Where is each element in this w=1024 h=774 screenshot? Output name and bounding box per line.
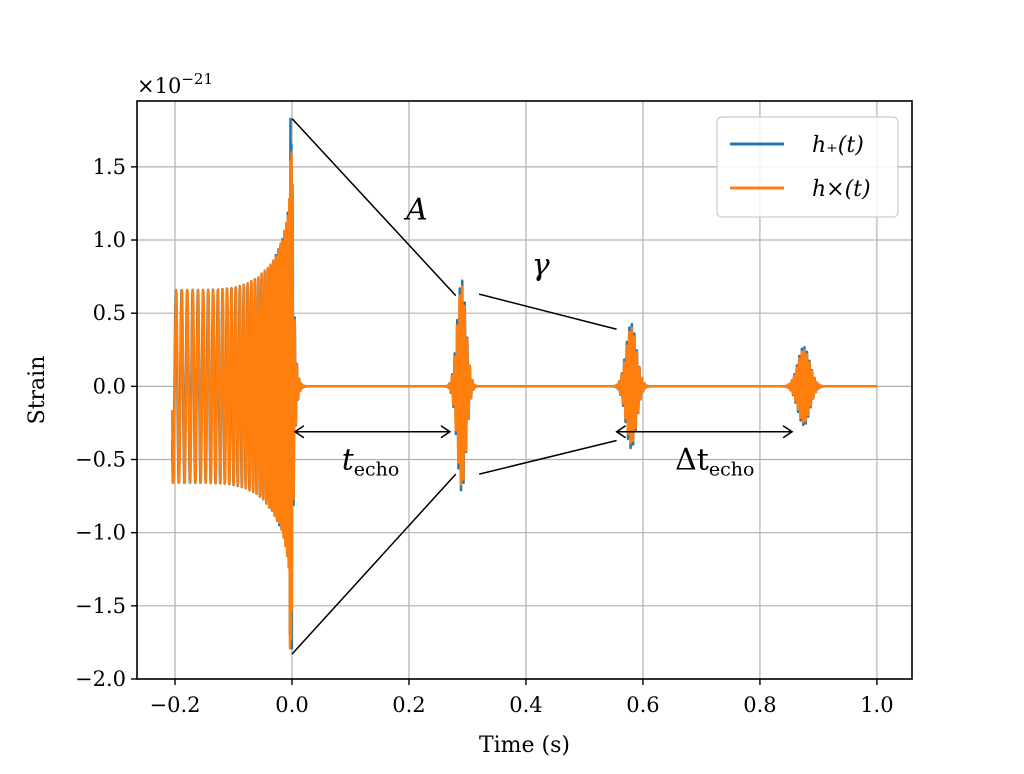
damping-annotation: γ — [532, 248, 550, 283]
x-tick-label: 0.2 — [392, 693, 425, 717]
y-tick-label: −2.0 — [75, 667, 126, 691]
envelope-line — [291, 473, 457, 655]
y-tick-label: −0.5 — [75, 448, 126, 472]
envelope-line — [478, 439, 617, 475]
legend-label-h-plus: h₊(t) — [812, 133, 864, 158]
envelope-line — [291, 118, 457, 297]
arrow-head-left — [293, 425, 305, 439]
annotations — [291, 118, 794, 655]
x-tick-label: 0.6 — [626, 693, 659, 717]
plot-area — [170, 117, 878, 650]
legend-label-h-cross: h×(t) — [812, 177, 871, 202]
y-tick-label: 1.5 — [93, 155, 126, 179]
x-tick-label: −0.2 — [150, 693, 201, 717]
x-tick-label: 0.8 — [743, 693, 776, 717]
y-axis-label: Strain — [25, 356, 50, 425]
x-tick-label: 1.0 — [860, 693, 893, 717]
x-tick-label: 0.4 — [509, 693, 542, 717]
legend: h₊(t) h×(t) — [716, 116, 899, 218]
legend-box — [716, 116, 899, 218]
arrow-head-right — [440, 425, 452, 439]
axis-ticks: −0.2 0.0 0.2 0.4 0.6 0.8 1.0 −2.0 −1.5 −1.0 −0.5 0.… — [75, 155, 894, 717]
y-exponent-label: ×10−21 — [137, 70, 213, 98]
y-tick-label: −1.0 — [75, 521, 126, 545]
y-tick-label: 0.0 — [93, 374, 126, 398]
y-tick-label: −1.5 — [75, 594, 126, 618]
plot-frame — [136, 100, 913, 680]
x-axis-label: Time (s) — [479, 733, 570, 758]
echo-time-annotation: techo — [342, 443, 400, 481]
arrow-head-right — [782, 425, 794, 439]
x-tick-label: 0.0 — [275, 693, 308, 717]
arrow-head-left — [615, 425, 627, 439]
amplitude-annotation: A — [403, 193, 428, 228]
y-tick-label: 1.0 — [93, 228, 126, 252]
echo-interval-annotation: Δtecho — [675, 443, 754, 481]
series-h-cross-line — [170, 151, 878, 650]
y-tick-label: 0.5 — [93, 301, 126, 325]
envelope-line — [478, 293, 617, 331]
